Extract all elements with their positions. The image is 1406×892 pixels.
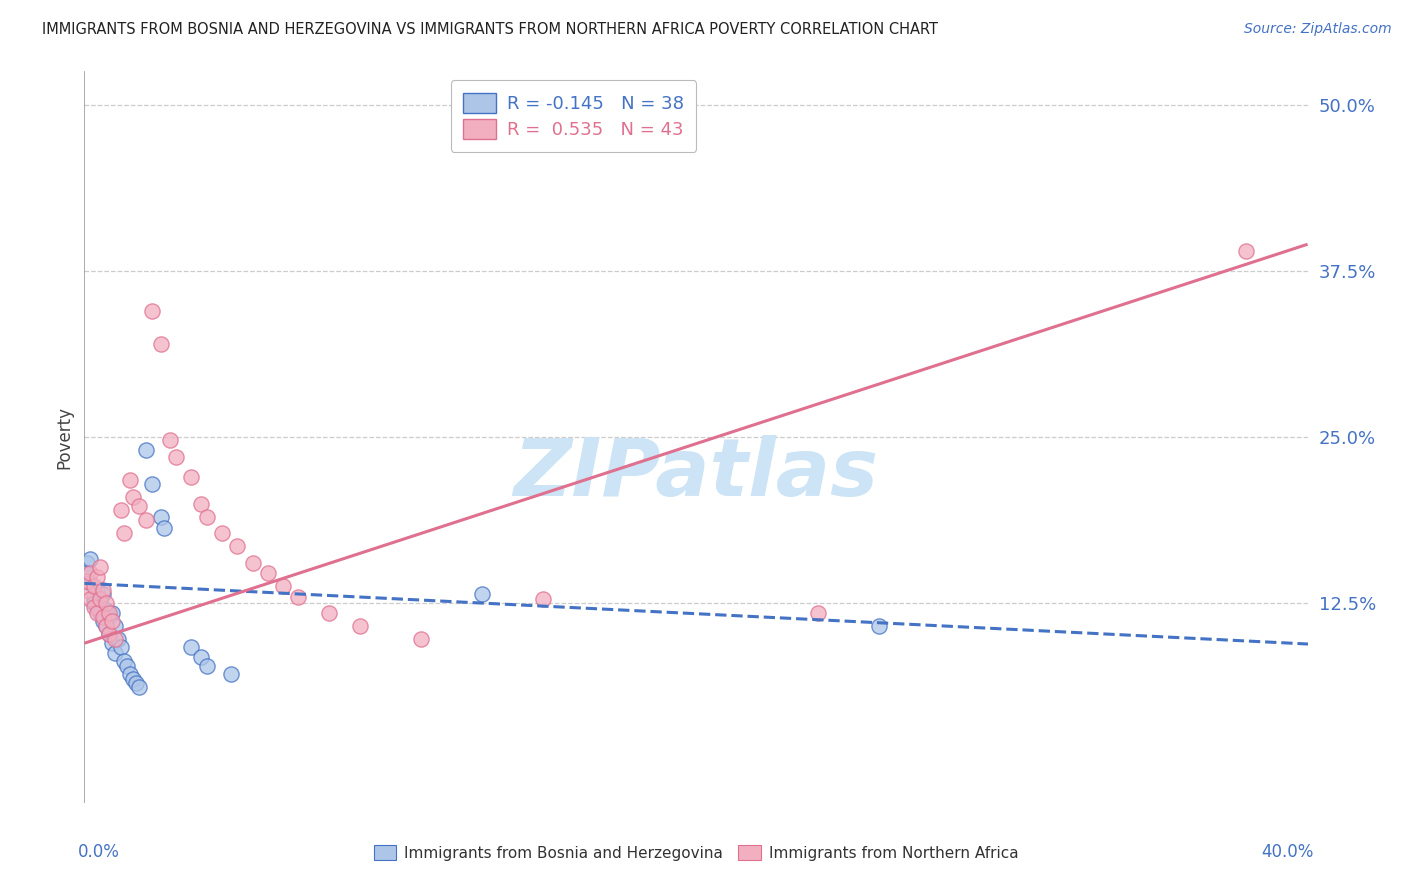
- Point: [86, 606, 108, 620]
- Point: [211, 525, 233, 540]
- Point: [83, 579, 105, 593]
- Point: [165, 450, 187, 464]
- Point: [141, 476, 163, 491]
- Point: [318, 606, 340, 620]
- Point: [89, 606, 111, 620]
- Point: [89, 592, 111, 607]
- Point: [226, 539, 249, 553]
- Point: [271, 579, 294, 593]
- Point: [115, 658, 138, 673]
- Text: ZIPatlas: ZIPatlas: [513, 434, 879, 513]
- Point: [94, 619, 117, 633]
- Point: [76, 566, 98, 580]
- Point: [91, 587, 114, 601]
- Point: [125, 676, 148, 690]
- Point: [76, 557, 98, 571]
- Point: [149, 509, 172, 524]
- Point: [195, 509, 218, 524]
- Point: [86, 570, 108, 584]
- Point: [97, 627, 120, 641]
- Text: 40.0%: 40.0%: [1261, 843, 1313, 861]
- Point: [94, 619, 117, 633]
- Point: [104, 646, 127, 660]
- Point: [122, 490, 145, 504]
- Point: [101, 614, 124, 628]
- Point: [128, 500, 150, 514]
- Point: [349, 619, 371, 633]
- Point: [149, 337, 172, 351]
- Point: [94, 596, 117, 610]
- Point: [120, 666, 142, 681]
- Point: [120, 473, 142, 487]
- Point: [97, 606, 120, 620]
- Point: [91, 582, 114, 597]
- Point: [79, 592, 101, 607]
- Point: [180, 470, 202, 484]
- Point: [287, 590, 309, 604]
- Point: [1234, 244, 1257, 258]
- Point: [86, 582, 108, 597]
- Point: [190, 649, 212, 664]
- Legend: Immigrants from Bosnia and Herzegovina, Immigrants from Northern Africa: Immigrants from Bosnia and Herzegovina, …: [366, 837, 1026, 868]
- Point: [104, 632, 127, 647]
- Point: [79, 576, 101, 591]
- Point: [97, 609, 120, 624]
- Y-axis label: Poverty: Poverty: [55, 406, 73, 468]
- Point: [94, 603, 117, 617]
- Point: [242, 557, 264, 571]
- Point: [91, 614, 114, 628]
- Point: [257, 566, 280, 580]
- Point: [79, 552, 101, 566]
- Point: [135, 443, 157, 458]
- Point: [89, 560, 111, 574]
- Point: [153, 520, 176, 534]
- Point: [180, 640, 202, 655]
- Point: [409, 632, 432, 647]
- Point: [110, 503, 132, 517]
- Point: [135, 512, 157, 526]
- Point: [83, 590, 105, 604]
- Point: [471, 587, 494, 601]
- Point: [101, 606, 124, 620]
- Point: [91, 609, 114, 624]
- Text: 0.0%: 0.0%: [79, 843, 120, 861]
- Point: [89, 592, 111, 607]
- Point: [86, 600, 108, 615]
- Point: [104, 619, 127, 633]
- Point: [76, 574, 98, 588]
- Point: [807, 606, 830, 620]
- Text: Source: ZipAtlas.com: Source: ZipAtlas.com: [1244, 22, 1392, 37]
- Point: [112, 525, 135, 540]
- Point: [97, 627, 120, 641]
- Point: [83, 600, 105, 615]
- Point: [190, 497, 212, 511]
- Point: [79, 566, 101, 580]
- Point: [83, 596, 105, 610]
- Point: [219, 666, 242, 681]
- Point: [107, 632, 129, 647]
- Point: [76, 582, 98, 597]
- Point: [141, 303, 163, 318]
- Point: [128, 680, 150, 694]
- Point: [195, 658, 218, 673]
- Text: IMMIGRANTS FROM BOSNIA AND HERZEGOVINA VS IMMIGRANTS FROM NORTHERN AFRICA POVERT: IMMIGRANTS FROM BOSNIA AND HERZEGOVINA V…: [42, 22, 938, 37]
- Point: [122, 672, 145, 686]
- Point: [869, 619, 891, 633]
- Point: [101, 636, 124, 650]
- Point: [159, 433, 181, 447]
- Point: [112, 653, 135, 667]
- Point: [531, 592, 554, 607]
- Point: [110, 640, 132, 655]
